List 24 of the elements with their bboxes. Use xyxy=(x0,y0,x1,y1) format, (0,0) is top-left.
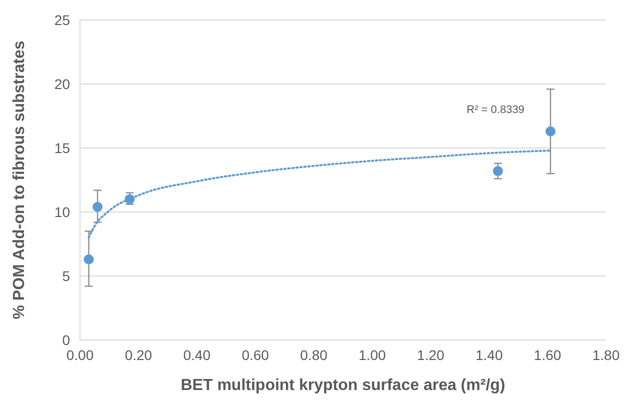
y-tick-label: 5 xyxy=(62,268,70,284)
x-tick-label: 0.20 xyxy=(124,347,152,363)
x-tick-label: 1.00 xyxy=(358,347,386,363)
y-tick-label: 20 xyxy=(54,76,70,92)
annotation: R² = 0.8339 xyxy=(466,104,524,116)
y-axis-title: % POM Add-on to fibrous substrates xyxy=(11,40,28,320)
x-tick-label: 1.60 xyxy=(534,347,562,363)
point xyxy=(545,126,556,136)
x-axis-title: BET multipoint krypton surface area (m²/g) xyxy=(180,377,506,394)
x-tick-label: 1.20 xyxy=(417,347,445,363)
y-tick-label: 0 xyxy=(62,332,70,348)
x-tick-label: 0.80 xyxy=(300,347,328,363)
x-tick-label: 0.00 xyxy=(66,347,94,363)
point xyxy=(492,166,503,176)
x-tick-label: 0.60 xyxy=(242,347,270,363)
point xyxy=(84,254,94,264)
y-tick-label: 25 xyxy=(54,12,70,28)
x-tick-label: 0.40 xyxy=(183,347,211,363)
point xyxy=(92,202,103,212)
x-tick-label: 1.40 xyxy=(475,347,503,363)
y-tick-label: 15 xyxy=(54,140,70,156)
x-tick-label: 1.80 xyxy=(592,347,620,363)
y-tick-label: 10 xyxy=(54,204,70,220)
line-series xyxy=(88,150,552,239)
